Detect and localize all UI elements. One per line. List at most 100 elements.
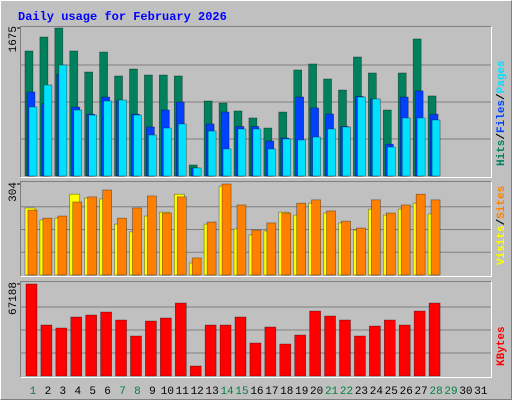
bar <box>267 148 277 177</box>
panel-edge <box>20 281 492 378</box>
bar <box>400 204 411 276</box>
bar <box>192 167 202 177</box>
x-tick-label: 15 <box>235 386 248 398</box>
bar <box>204 324 217 377</box>
bar <box>87 196 97 276</box>
bar <box>174 302 187 377</box>
legend-separator: / <box>496 218 508 225</box>
bar <box>130 335 142 377</box>
bar <box>132 207 142 276</box>
bar <box>43 84 53 177</box>
x-tick-label: 28 <box>429 386 442 398</box>
bar <box>25 283 38 377</box>
x-tick-label: 26 <box>400 386 413 398</box>
x-tick-label: 10 <box>161 386 174 398</box>
bar <box>145 320 157 377</box>
bar <box>163 127 172 177</box>
x-tick-label: 14 <box>220 386 234 398</box>
bar <box>401 117 411 177</box>
x-tick-label: 11 <box>176 386 190 398</box>
x-tick-label: 18 <box>280 386 293 398</box>
bar <box>369 325 381 377</box>
bar <box>73 109 83 177</box>
series-legend: KBytes <box>496 326 508 366</box>
x-tick-label: 17 <box>265 386 278 398</box>
x-tick-label: 25 <box>385 386 398 398</box>
bar <box>57 215 68 276</box>
bar <box>117 217 127 276</box>
bar <box>327 128 336 177</box>
x-tick-label: 19 <box>295 386 308 398</box>
x-tick-label: 29 <box>444 386 457 398</box>
y-tick-label: 67188 <box>8 282 20 315</box>
panel-edge <box>20 181 492 277</box>
bar <box>249 342 262 377</box>
series-legend: Visits/Sites <box>496 186 508 265</box>
bar <box>55 327 68 377</box>
bar <box>219 324 232 377</box>
series-legend: Hits/Files/Pages <box>496 60 508 166</box>
bar <box>133 114 142 177</box>
bar <box>324 315 336 377</box>
legend-entry: Pages <box>496 60 508 93</box>
legend-entry: Sites <box>496 186 508 219</box>
bar <box>428 302 441 377</box>
bar <box>162 212 172 276</box>
bar <box>297 139 307 177</box>
x-tick-label: 31 <box>474 386 488 398</box>
y-tick-label: 1675 <box>8 26 20 52</box>
bar <box>342 126 351 177</box>
bar <box>28 106 38 177</box>
bar <box>431 119 441 177</box>
bar <box>160 317 172 377</box>
bar <box>237 128 247 177</box>
bar <box>85 314 97 377</box>
bar <box>72 201 83 276</box>
bar <box>296 202 307 276</box>
bar <box>206 221 217 276</box>
bar <box>357 96 366 177</box>
bar <box>371 199 381 276</box>
bar <box>339 319 351 377</box>
x-tick-label: 5 <box>89 386 96 398</box>
bar <box>103 100 112 177</box>
bar <box>311 199 321 276</box>
legend-entry: Visits <box>496 225 508 265</box>
bar <box>341 220 351 276</box>
x-tick-label: 21 <box>325 386 339 398</box>
bar <box>383 319 396 377</box>
x-tick-label: 3 <box>60 386 67 398</box>
x-tick-label: 12 <box>191 386 204 398</box>
bar <box>416 117 426 177</box>
bar <box>176 196 187 276</box>
bar <box>100 311 112 377</box>
x-tick-label: 6 <box>104 386 111 398</box>
bar <box>70 316 83 377</box>
x-tick-label: 7 <box>119 386 126 398</box>
x-tick-label: 1 <box>30 386 37 398</box>
bar <box>386 146 396 177</box>
bar <box>281 212 292 276</box>
bar <box>252 128 262 177</box>
bar <box>385 212 396 276</box>
bar <box>147 195 157 276</box>
bar <box>191 257 202 276</box>
x-tick-label: 8 <box>134 386 141 398</box>
bar <box>264 326 277 377</box>
bar <box>42 217 53 276</box>
x-tick-label: 9 <box>149 386 156 398</box>
panel-edge <box>20 26 492 178</box>
bar <box>102 189 112 276</box>
x-tick-label: 4 <box>74 386 81 398</box>
bar <box>207 130 217 177</box>
x-tick-label: 24 <box>370 386 384 398</box>
panel-edge <box>20 281 492 378</box>
bar <box>58 64 68 177</box>
bar <box>251 229 262 276</box>
legend-separator: / <box>496 133 508 140</box>
bar <box>354 335 366 377</box>
x-tick-label: 2 <box>45 386 52 398</box>
panel-edge <box>20 26 492 178</box>
